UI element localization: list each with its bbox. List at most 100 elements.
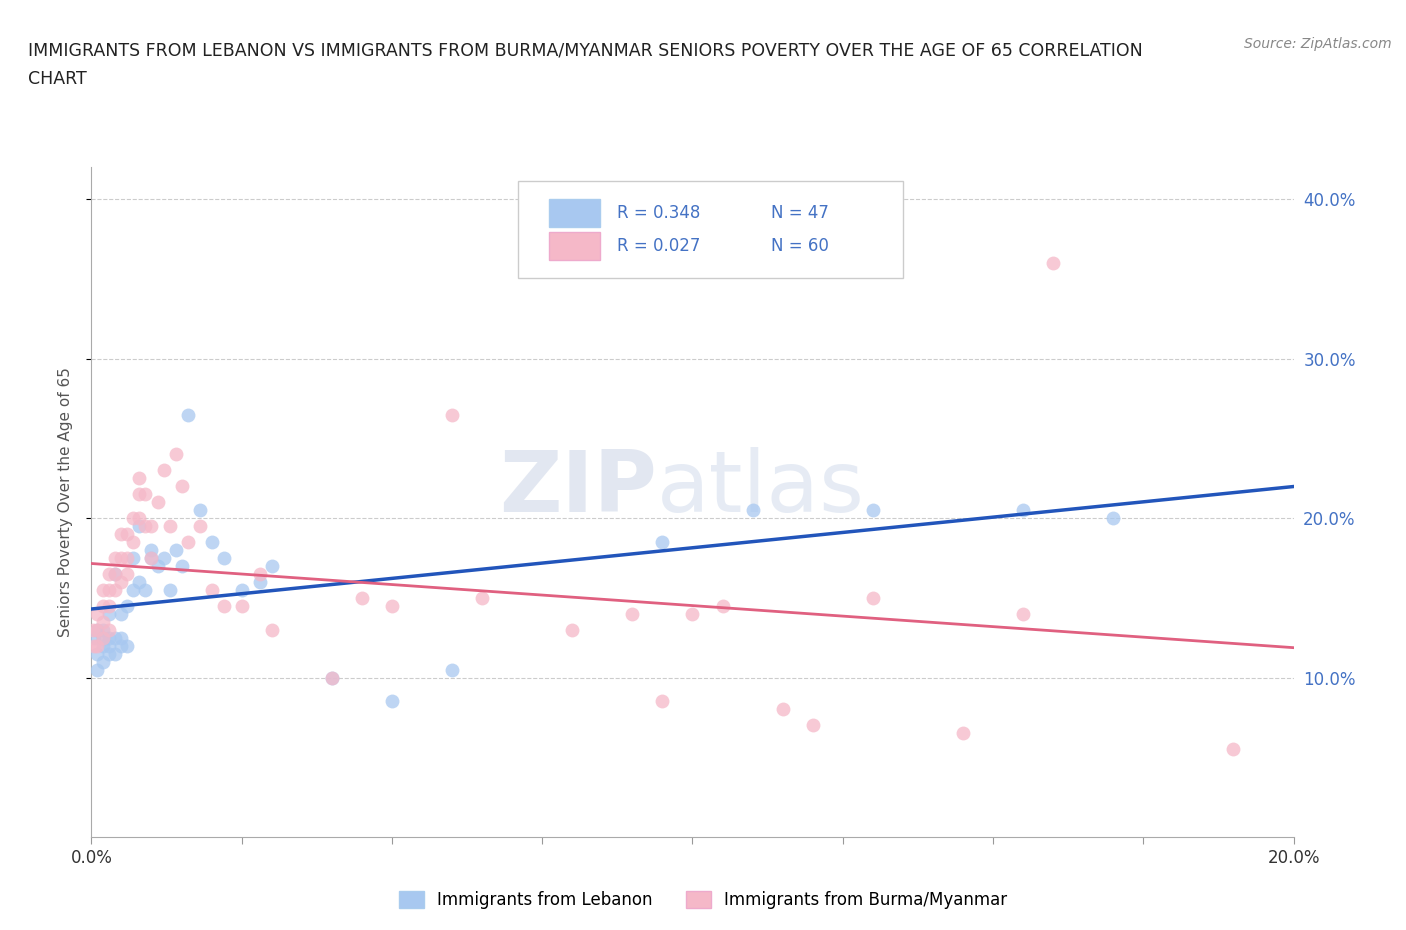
- Point: [170, 479, 193, 494]
- Text: N = 60: N = 60: [770, 237, 828, 256]
- Point: [1012, 606, 1035, 621]
- Point: [98, 598, 121, 613]
- Point: [93, 631, 115, 645]
- Point: [83, 631, 105, 645]
- Point: [128, 575, 150, 590]
- Point: [98, 638, 121, 653]
- Point: [104, 566, 127, 581]
- Point: [201, 582, 224, 597]
- Point: [188, 519, 211, 534]
- Point: [681, 606, 703, 621]
- Point: [86, 662, 108, 677]
- Text: N = 47: N = 47: [770, 204, 828, 222]
- Y-axis label: Seniors Poverty Over the Age of 65: Seniors Poverty Over the Age of 65: [58, 367, 73, 637]
- Point: [231, 598, 253, 613]
- Point: [117, 566, 139, 581]
- Point: [104, 631, 127, 645]
- Point: [141, 542, 163, 557]
- Point: [381, 598, 404, 613]
- Point: [862, 503, 884, 518]
- Point: [93, 631, 115, 645]
- Point: [141, 519, 163, 534]
- Point: [260, 622, 283, 637]
- Point: [86, 646, 108, 661]
- Point: [260, 559, 283, 574]
- Legend: Immigrants from Lebanon, Immigrants from Burma/Myanmar: Immigrants from Lebanon, Immigrants from…: [391, 883, 1015, 917]
- Point: [98, 606, 121, 621]
- Point: [93, 638, 115, 653]
- Point: [321, 671, 343, 685]
- Point: [159, 519, 181, 534]
- Point: [117, 526, 139, 541]
- Point: [711, 598, 734, 613]
- Point: [741, 503, 763, 518]
- Point: [104, 566, 127, 581]
- Point: [212, 551, 235, 565]
- Text: ZIP: ZIP: [499, 447, 657, 530]
- Point: [93, 654, 115, 669]
- FancyBboxPatch shape: [519, 180, 903, 278]
- Point: [165, 447, 187, 462]
- Point: [104, 646, 127, 661]
- Point: [98, 622, 121, 637]
- Point: [176, 535, 198, 550]
- Point: [159, 582, 181, 597]
- Point: [152, 463, 174, 478]
- Point: [122, 551, 145, 565]
- Point: [134, 519, 156, 534]
- Point: [772, 702, 794, 717]
- Point: [561, 622, 583, 637]
- Point: [651, 694, 673, 709]
- Point: [862, 591, 884, 605]
- Point: [93, 582, 115, 597]
- Point: [128, 511, 150, 525]
- Point: [350, 591, 373, 605]
- Point: [110, 638, 132, 653]
- Point: [117, 598, 139, 613]
- Point: [86, 622, 108, 637]
- Point: [82, 622, 104, 637]
- Point: [381, 694, 404, 709]
- Point: [176, 407, 198, 422]
- Point: [128, 486, 150, 501]
- Point: [83, 638, 105, 653]
- Point: [93, 615, 115, 630]
- Point: [141, 551, 163, 565]
- Text: IMMIGRANTS FROM LEBANON VS IMMIGRANTS FROM BURMA/MYANMAR SENIORS POVERTY OVER TH: IMMIGRANTS FROM LEBANON VS IMMIGRANTS FR…: [28, 42, 1143, 60]
- Point: [110, 631, 132, 645]
- Point: [122, 535, 145, 550]
- Point: [128, 471, 150, 485]
- Point: [98, 566, 121, 581]
- Point: [86, 638, 108, 653]
- Point: [122, 511, 145, 525]
- Point: [651, 535, 673, 550]
- Point: [93, 598, 115, 613]
- Point: [146, 495, 169, 510]
- Point: [98, 631, 121, 645]
- Point: [440, 407, 463, 422]
- Point: [1042, 256, 1064, 271]
- Text: R = 0.027: R = 0.027: [617, 237, 700, 256]
- Point: [104, 551, 127, 565]
- FancyBboxPatch shape: [550, 232, 600, 260]
- Point: [134, 486, 156, 501]
- Point: [110, 575, 132, 590]
- Point: [165, 542, 187, 557]
- Point: [104, 582, 127, 597]
- Text: Source: ZipAtlas.com: Source: ZipAtlas.com: [1244, 37, 1392, 51]
- Point: [146, 559, 169, 574]
- Point: [117, 638, 139, 653]
- Point: [110, 551, 132, 565]
- Point: [98, 582, 121, 597]
- Point: [86, 606, 108, 621]
- Point: [128, 519, 150, 534]
- Point: [471, 591, 494, 605]
- Point: [93, 622, 115, 637]
- Point: [110, 606, 132, 621]
- Point: [1222, 742, 1244, 757]
- Point: [231, 582, 253, 597]
- Point: [212, 598, 235, 613]
- Point: [249, 575, 271, 590]
- Point: [440, 662, 463, 677]
- Text: R = 0.348: R = 0.348: [617, 204, 700, 222]
